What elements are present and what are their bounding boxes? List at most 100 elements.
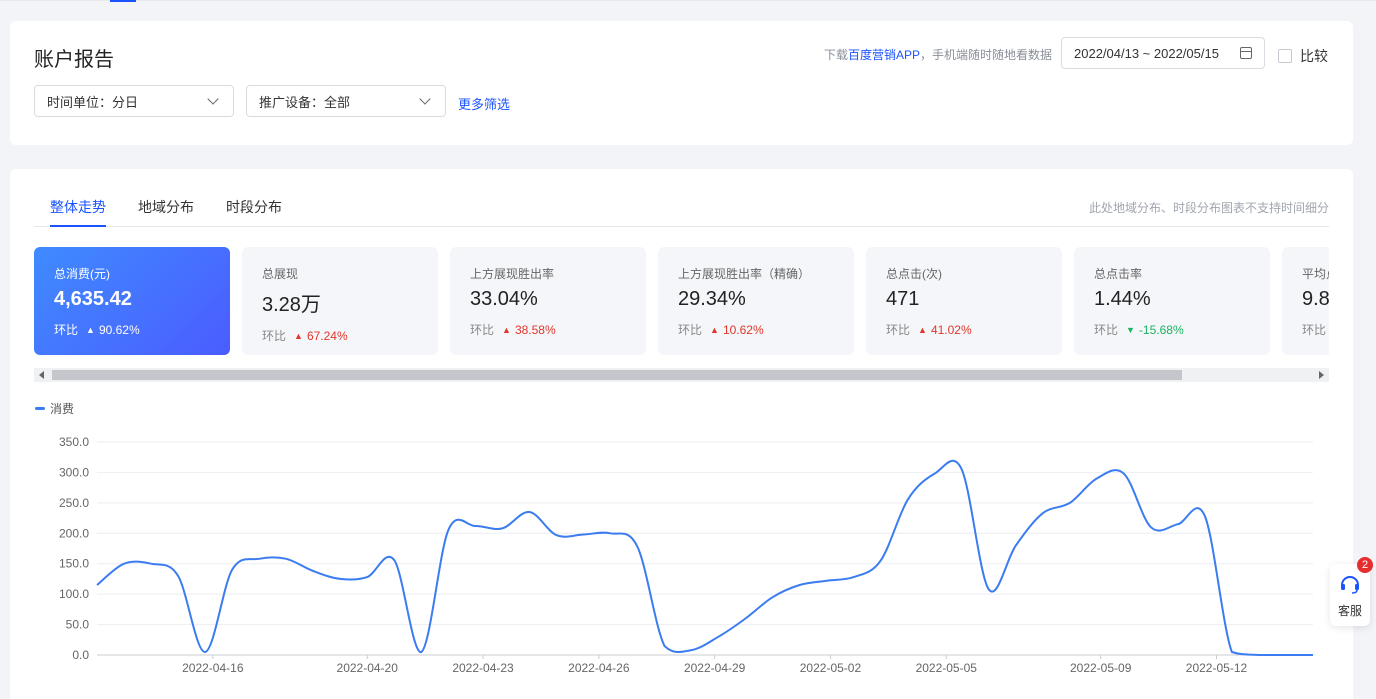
metric-value: 1.44% [1094, 288, 1151, 310]
data-point [662, 644, 666, 648]
data-point [176, 574, 180, 578]
top-border [0, 0, 1376, 1]
device-select[interactable]: 推广设备：全部 [246, 85, 446, 117]
metric-label: 上方展现胜出率（精确） [678, 267, 811, 281]
x-tick-label: 2022-04-23 [452, 661, 514, 674]
metric-change: 67.24% [306, 328, 348, 343]
metric-change: 10.62% [722, 322, 764, 337]
data-point [500, 526, 504, 530]
device-value: 推广设备：全部 [259, 94, 351, 110]
x-tick-label: 2022-05-05 [916, 661, 978, 674]
data-point [1149, 525, 1153, 529]
metric-change: 38.58% [514, 322, 556, 337]
report-header-card: 账户报告 下载百度营销APP，手机端随时随地看数据 2022/04/13 ~ 2… [10, 21, 1353, 145]
metric-value: 4,635.42 [54, 288, 132, 310]
data-point [1068, 501, 1072, 505]
data-point [338, 577, 342, 581]
metric-change: 41.02% [930, 322, 972, 337]
metric-card-impressions[interactable]: 总展现 3.28万 环比 ▲ 67.24% [242, 247, 438, 355]
trend-up-icon: ▲ [86, 324, 95, 335]
customer-service-widget[interactable]: 客服 [1330, 564, 1370, 626]
data-point [203, 650, 207, 654]
metric-comparison: 环比 ▲ 38.58% [470, 321, 626, 338]
series-line-spend [96, 459, 1313, 656]
metric-label: 总点击率 [1094, 267, 1143, 281]
metric-comparison: 环比 ▲ 90.62% [54, 321, 210, 338]
data-point [744, 616, 748, 620]
data-point [1230, 650, 1234, 654]
metric-label: 上方展现胜出率 [470, 267, 555, 281]
x-tick-label: 2022-04-29 [684, 661, 746, 674]
data-point [879, 559, 883, 563]
y-tick-label: 100.0 [59, 587, 89, 601]
data-point [527, 510, 531, 514]
metric-card-top-win-rate-exact[interactable]: 上方展现胜出率（精确） 29.34% 环比 ▲ 10.62% [658, 247, 854, 355]
metric-cmp-label: 环比 [1094, 323, 1119, 337]
data-point [122, 562, 126, 566]
date-range-picker[interactable]: 2022/04/13 ~ 2022/05/15 [1061, 37, 1265, 69]
data-point [230, 568, 234, 572]
tab-time-distribution[interactable]: 时段分布 [226, 199, 282, 215]
more-filters-link[interactable]: 更多筛选 [458, 97, 511, 112]
time-unit-select[interactable]: 时间单位：分日 [34, 85, 234, 117]
data-point [473, 524, 477, 528]
metric-card-ctr[interactable]: 总点击率 1.44% 环比 ▼ -15.68% [1074, 247, 1270, 355]
data-point [987, 587, 991, 591]
report-main-card: 整体走势 地域分布 时段分布 此处地域分布、时段分布图表不支持时间细分 总消费(… [10, 169, 1353, 699]
y-tick-label: 50.0 [66, 618, 90, 632]
scroll-left-arrow-icon[interactable] [39, 371, 44, 379]
notification-badge: 2 [1357, 557, 1373, 573]
time-unit-value: 时间单位：分日 [47, 94, 139, 110]
metric-card-total-clicks[interactable]: 总点击(次) 471 环比 ▲ 41.02% [866, 247, 1062, 355]
chart-legend[interactable]: 消费 [35, 400, 74, 417]
data-point [608, 531, 612, 535]
metric-card-avg-click-price[interactable]: 平均点 9.8 环比 [1282, 247, 1329, 355]
promo-app-link[interactable]: 百度营销APP [848, 48, 921, 62]
y-tick-label: 300.0 [59, 465, 89, 479]
metric-cmp-label: 环比 [262, 329, 287, 343]
data-point [1176, 522, 1180, 526]
data-point [1311, 653, 1315, 657]
scrollbar-thumb[interactable] [52, 370, 1182, 380]
data-point [1095, 477, 1099, 481]
metric-comparison: 环比 ▲ 67.24% [262, 327, 418, 344]
metric-value: 33.04% [470, 288, 538, 310]
y-tick-label: 150.0 [59, 557, 89, 571]
metric-change: -15.68% [1138, 322, 1184, 337]
tabs-note: 此处地域分布、时段分布图表不支持时间细分 [1088, 201, 1329, 215]
trend-up-icon: ▲ [918, 324, 927, 335]
data-point [392, 558, 396, 562]
page-title: 账户报告 [34, 49, 114, 71]
app-promo: 下载百度营销APP，手机端随时随地看数据 [824, 46, 1052, 63]
metric-card-total-spend[interactable]: 总消费(元) 4,635.42 环比 ▲ 90.62% [34, 247, 230, 355]
metric-value: 29.34% [678, 288, 746, 310]
customer-service-label: 客服 [1337, 604, 1362, 618]
data-point [635, 545, 639, 549]
data-point [906, 498, 910, 502]
scroll-right-arrow-icon[interactable] [1319, 371, 1324, 379]
legend-swatch [35, 407, 45, 410]
y-tick-label: 250.0 [59, 496, 89, 510]
data-point [717, 635, 721, 639]
data-point [960, 467, 964, 471]
metric-card-top-win-rate[interactable]: 上方展现胜出率 33.04% 环比 ▲ 38.58% [450, 247, 646, 355]
tab-overall-trend[interactable]: 整体走势 [50, 197, 106, 227]
metrics-horizontal-scrollbar[interactable] [34, 368, 1329, 382]
metric-cards: 总消费(元) 4,635.42 环比 ▲ 90.62% 总展现 3.28万 环比… [34, 247, 1329, 355]
tab-region-distribution[interactable]: 地域分布 [138, 199, 194, 215]
compare-checkbox[interactable] [1278, 49, 1292, 63]
compare-toggle[interactable]: 比较 [1278, 46, 1328, 66]
data-point [1257, 653, 1261, 657]
date-range-value: 2022/04/13 ~ 2022/05/15 [1074, 45, 1219, 61]
x-tick-label: 2022-04-16 [182, 661, 244, 674]
calendar-icon [1240, 47, 1252, 59]
data-point [1203, 514, 1207, 518]
metric-cmp-label: 环比 [470, 323, 495, 337]
trend-up-icon: ▲ [294, 330, 303, 341]
metric-cmp-label: 环比 [678, 323, 703, 337]
top-nav-active-indicator [110, 0, 136, 2]
trend-down-icon: ▼ [1126, 324, 1135, 335]
headset-icon [1341, 576, 1359, 594]
x-tick-label: 2022-04-26 [568, 661, 630, 674]
data-point [257, 557, 261, 561]
